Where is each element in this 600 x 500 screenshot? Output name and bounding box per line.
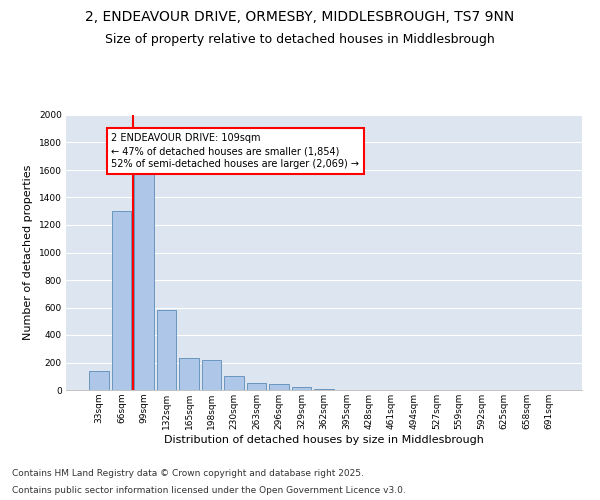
Bar (247, 383, 266, 390)
Bar (269, 384, 289, 390)
Bar (202, 360, 221, 390)
Bar (314, 388, 334, 390)
Text: Size of property relative to detached houses in Middlesbrough: Size of property relative to detached ho… (105, 32, 495, 46)
Text: Contains public sector information licensed under the Open Government Licence v3: Contains public sector information licen… (12, 486, 406, 495)
Y-axis label: Number of detached properties: Number of detached properties (23, 165, 33, 340)
Bar (157, 310, 176, 390)
Bar (112, 211, 131, 390)
Text: 2, ENDEAVOUR DRIVE, ORMESBY, MIDDLESBROUGH, TS7 9NN: 2, ENDEAVOUR DRIVE, ORMESBY, MIDDLESBROU… (85, 10, 515, 24)
Text: 2 ENDEAVOUR DRIVE: 109sqm
← 47% of detached houses are smaller (1,854)
52% of se: 2 ENDEAVOUR DRIVE: 109sqm ← 47% of detac… (112, 133, 359, 170)
Bar (89, 371, 109, 390)
X-axis label: Distribution of detached houses by size in Middlesbrough: Distribution of detached houses by size … (164, 434, 484, 444)
Bar (179, 358, 199, 390)
Text: Contains HM Land Registry data © Crown copyright and database right 2025.: Contains HM Land Registry data © Crown c… (12, 468, 364, 477)
Bar (224, 376, 244, 390)
Bar (292, 386, 311, 390)
Bar (134, 172, 154, 390)
